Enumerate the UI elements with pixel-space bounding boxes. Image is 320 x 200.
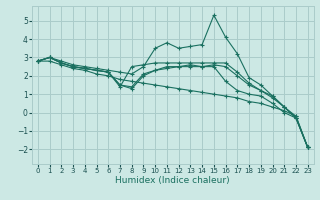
- X-axis label: Humidex (Indice chaleur): Humidex (Indice chaleur): [116, 176, 230, 185]
